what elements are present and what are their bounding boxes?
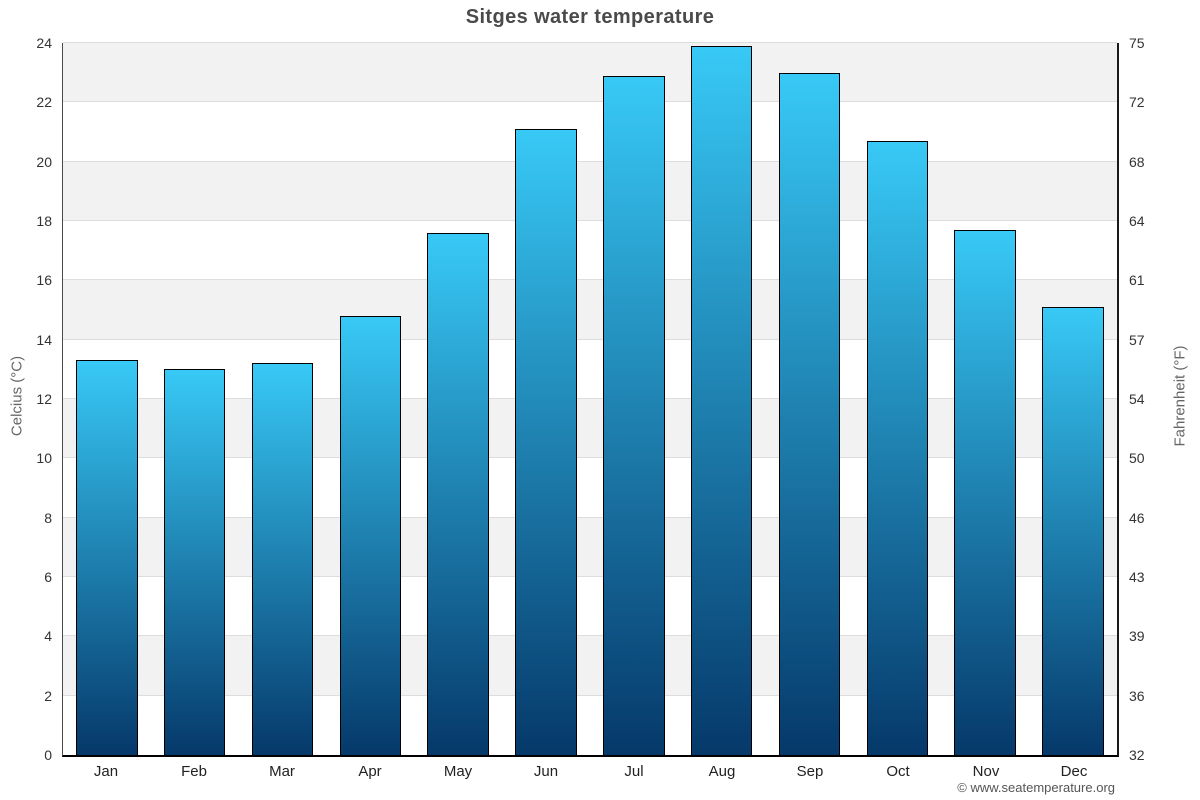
bar-series	[63, 43, 1117, 755]
month-label-jul: Jul	[624, 763, 644, 780]
bar-slot-jul	[590, 43, 678, 755]
fahrenheit-tick-75: 75	[1129, 35, 1145, 51]
bar-slot-aug	[678, 43, 766, 755]
gridline-16c	[63, 279, 1117, 281]
celsius-tick-8: 8	[44, 509, 52, 526]
month-label-oct: Oct	[886, 763, 910, 780]
fahrenheit-tick-57: 57	[1129, 331, 1145, 348]
fahrenheit-tick-50: 50	[1129, 450, 1145, 467]
background-band	[63, 339, 1117, 399]
bar-apr[interactable]	[339, 315, 402, 755]
celsius-tick-18: 18	[36, 213, 52, 229]
background-band	[63, 458, 1117, 518]
bar-slot-may	[414, 43, 502, 755]
celsius-tick-4: 4	[44, 628, 52, 645]
celsius-tick-22: 22	[36, 94, 52, 111]
month-label-dec: Dec	[1060, 763, 1088, 780]
background-band	[63, 695, 1117, 755]
celsius-tick-0: 0	[44, 747, 52, 763]
fahrenheit-tick-72: 72	[1129, 94, 1145, 111]
bar-slot-feb	[151, 43, 239, 755]
gridline-14c	[63, 338, 1117, 340]
gridline-20c	[63, 160, 1117, 162]
copyright-link[interactable]: © www.seatemperature.org	[957, 780, 1115, 795]
gridline-22c	[63, 101, 1117, 103]
y-axis-label-celsius: Celcius (°C)	[8, 355, 26, 437]
month-label-feb: Feb	[181, 763, 207, 780]
bar-slot-jan	[63, 43, 151, 755]
celsius-tick-14: 14	[36, 331, 52, 348]
bar-slot-apr	[326, 43, 414, 755]
bar-slot-sep	[766, 43, 854, 755]
background-band	[63, 161, 1117, 221]
month-label-jun: Jun	[533, 763, 559, 780]
fahrenheit-tick-64: 64	[1129, 213, 1145, 229]
bar-may[interactable]	[427, 232, 489, 755]
y-axis-celsius-ticks: 0 2 4 6 8 10 12 14 16 18 20 22 24	[0, 35, 52, 763]
fahrenheit-tick-68: 68	[1129, 153, 1145, 170]
background-band	[63, 577, 1117, 637]
bar-jul[interactable]	[603, 75, 665, 755]
background-band	[63, 399, 1117, 459]
month-label-jan: Jan	[93, 763, 119, 780]
month-label-sep: Sep	[796, 763, 824, 780]
month-label-nov: Nov	[972, 763, 1000, 780]
fahrenheit-tick-46: 46	[1129, 509, 1145, 526]
x-axis-month-labels: Jan Feb Mar Apr May Jun Jul Aug Sep Oct Nov Dec	[62, 758, 1118, 788]
month-label-aug: Aug	[708, 763, 736, 780]
gridline-4c	[63, 635, 1117, 637]
bar-jan[interactable]	[76, 360, 138, 755]
background-band	[63, 517, 1117, 577]
bar-slot-oct	[853, 43, 941, 755]
celsius-tick-10: 10	[36, 450, 52, 467]
fahrenheit-tick-43: 43	[1129, 569, 1145, 585]
plot-area	[62, 42, 1119, 757]
bar-slot-dec	[1029, 43, 1117, 755]
bar-feb[interactable]	[164, 369, 226, 755]
gridline-24c	[63, 42, 1117, 43]
celsius-tick-12: 12	[36, 391, 52, 407]
celsius-tick-6: 6	[44, 569, 52, 585]
bar-aug[interactable]	[690, 45, 753, 755]
background-band	[63, 280, 1117, 340]
chart-title: Sitges water temperature	[465, 6, 715, 28]
background-band	[63, 636, 1117, 696]
fahrenheit-tick-54: 54	[1129, 391, 1145, 407]
celsius-tick-16: 16	[36, 272, 52, 289]
bar-slot-mar	[239, 43, 327, 755]
gridline-2c	[63, 694, 1117, 696]
bar-dec[interactable]	[1042, 307, 1104, 755]
background-bands	[63, 43, 1117, 755]
bar-oct[interactable]	[866, 140, 929, 755]
background-band	[63, 221, 1117, 281]
fahrenheit-tick-32: 32	[1129, 747, 1145, 763]
y-axis-fahrenheit-ticks: 32 36 39 43 46 50 54 57 61 64 68 72 75	[1129, 35, 1189, 763]
bar-slot-nov	[941, 43, 1029, 755]
background-band	[63, 102, 1117, 162]
celsius-tick-24: 24	[36, 35, 52, 51]
gridlines	[63, 42, 1117, 755]
fahrenheit-tick-36: 36	[1129, 687, 1145, 704]
bar-jun[interactable]	[515, 129, 577, 755]
gridline-10c	[63, 457, 1117, 459]
bar-sep[interactable]	[778, 72, 841, 755]
fahrenheit-tick-39: 39	[1129, 628, 1145, 645]
celsius-tick-20: 20	[36, 153, 52, 170]
month-label-may: May	[443, 763, 473, 780]
fahrenheit-tick-61: 61	[1129, 272, 1145, 289]
month-label-apr: Apr	[358, 763, 382, 780]
month-label-mar: Mar	[269, 763, 295, 780]
y-axis-label-fahrenheit: Fahrenheit (°F)	[1171, 345, 1189, 447]
gridline-8c	[63, 516, 1117, 518]
bar-nov[interactable]	[954, 229, 1016, 755]
gridline-18c	[63, 220, 1117, 221]
gridline-12c	[63, 398, 1117, 399]
gridline-6c	[63, 576, 1117, 577]
bar-slot-jun	[502, 43, 590, 755]
background-band	[63, 43, 1117, 103]
bar-mar[interactable]	[251, 363, 314, 755]
celsius-tick-2: 2	[44, 687, 52, 704]
